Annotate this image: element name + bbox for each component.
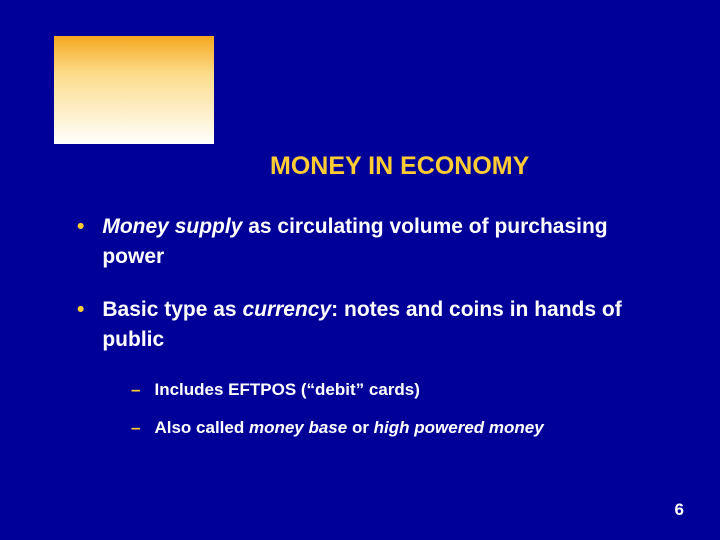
text-segment: Includes EFTPOS (“debit” cards) (154, 380, 419, 399)
bullet-item: • Basic type as currency: notes and coin… (77, 295, 660, 356)
decorative-gradient-box (54, 36, 214, 144)
bullet-text: Money supply as circulating volume of pu… (102, 212, 660, 273)
sub-bullet-marker: – (131, 416, 140, 440)
text-italic: currency (242, 298, 331, 321)
text-italic: high powered money (374, 418, 544, 437)
sub-bullet-item: – Also called money base or high powered… (131, 416, 660, 440)
text-italic: Money supply (102, 215, 242, 238)
sub-bullet-marker: – (131, 378, 140, 402)
text-segment: or (347, 418, 373, 437)
sub-bullet-item: – Includes EFTPOS (“debit” cards) (131, 378, 660, 402)
slide-content: • Money supply as circulating volume of … (77, 212, 660, 453)
bullet-text: Basic type as currency: notes and coins … (102, 295, 660, 356)
page-number: 6 (675, 500, 684, 520)
bullet-item: • Money supply as circulating volume of … (77, 212, 660, 273)
bullet-marker: • (77, 295, 84, 325)
slide-title: MONEY IN ECONOMY (270, 152, 529, 181)
text-segment: Basic type as (102, 298, 242, 321)
text-italic: money base (249, 418, 347, 437)
bullet-marker: • (77, 212, 84, 242)
sub-bullet-text: Also called money base or high powered m… (154, 416, 543, 440)
sub-bullet-text: Includes EFTPOS (“debit” cards) (154, 378, 419, 402)
text-segment: Also called (154, 418, 248, 437)
